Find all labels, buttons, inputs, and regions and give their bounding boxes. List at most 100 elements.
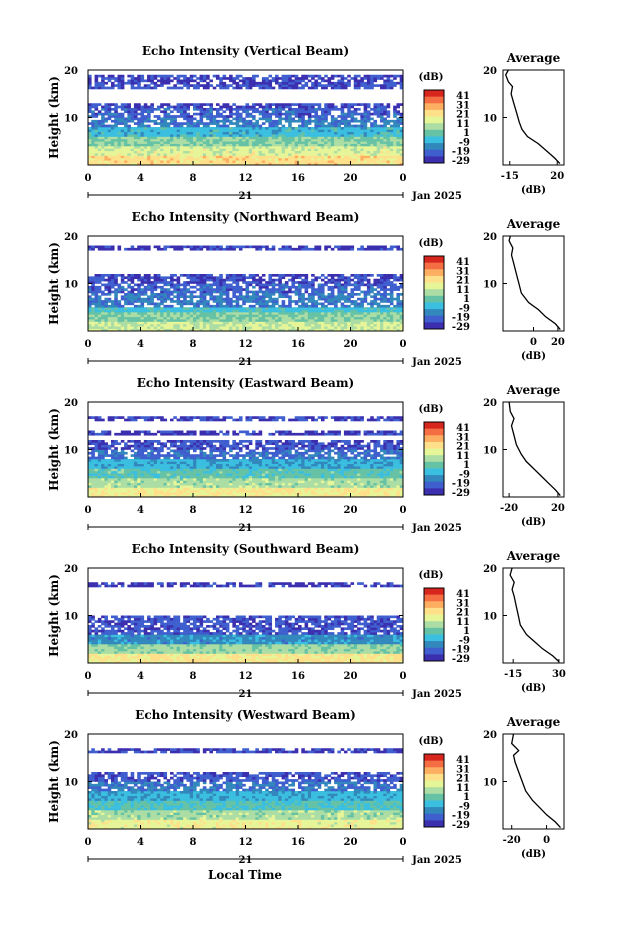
heatmap-cell bbox=[196, 309, 200, 313]
heatmap-cell bbox=[209, 307, 213, 310]
heatmap-cell bbox=[127, 157, 131, 161]
heatmap-cell bbox=[383, 274, 387, 277]
heatmap-cell bbox=[245, 122, 250, 125]
heatmap-cell bbox=[186, 328, 191, 332]
heatmap-cell bbox=[245, 115, 250, 118]
heatmap-cell bbox=[170, 293, 174, 296]
heatmap-cell bbox=[130, 278, 135, 282]
heatmap-cell bbox=[271, 321, 276, 325]
heatmap-cell bbox=[219, 105, 223, 109]
heatmap-cell bbox=[153, 84, 158, 87]
heatmap-cell bbox=[278, 312, 282, 315]
colorbar-swatch bbox=[424, 256, 444, 264]
heatmap-cell bbox=[199, 328, 204, 332]
heatmap-cell bbox=[380, 293, 384, 296]
heatmap-cell bbox=[183, 74, 187, 78]
heatmap-cell bbox=[396, 323, 401, 327]
heatmap-cell bbox=[229, 278, 233, 282]
heatmap-cell bbox=[265, 157, 269, 161]
heatmap-cell bbox=[294, 162, 299, 166]
heatmap-cell bbox=[97, 138, 102, 142]
heatmap-cell bbox=[137, 304, 141, 308]
heatmap-cell bbox=[232, 143, 236, 147]
heatmap-cell bbox=[120, 129, 125, 133]
heatmap-cell bbox=[206, 293, 210, 296]
heatmap-cell bbox=[373, 127, 378, 130]
heatmap-cell bbox=[340, 293, 345, 296]
heatmap-cell bbox=[311, 326, 315, 329]
heatmap-cell bbox=[320, 141, 325, 144]
heatmap-cell bbox=[183, 293, 187, 296]
heatmap-cell bbox=[320, 117, 325, 121]
heatmap-cell bbox=[143, 321, 148, 325]
average-profile-line bbox=[508, 235, 561, 331]
heatmap-cell bbox=[212, 323, 217, 327]
heatmap-cell bbox=[380, 103, 384, 106]
heatmap-cell bbox=[120, 105, 125, 109]
heatmap-cell bbox=[337, 122, 341, 125]
heatmap-cell bbox=[176, 162, 181, 166]
y-tick-label: 20 bbox=[64, 232, 78, 243]
heatmap-cell bbox=[399, 148, 404, 152]
heatmap-cell bbox=[370, 290, 374, 294]
heatmap-cell bbox=[206, 81, 210, 85]
heatmap-cell bbox=[215, 316, 220, 320]
heatmap-cell bbox=[389, 127, 394, 130]
heatmap-cell bbox=[120, 74, 125, 78]
heatmap-cell bbox=[265, 281, 269, 284]
heatmap-cell bbox=[389, 141, 394, 144]
heatmap-cell bbox=[275, 300, 279, 303]
heatmap-cell bbox=[353, 134, 358, 137]
heatmap-cell bbox=[222, 288, 227, 291]
heatmap-cell bbox=[94, 148, 99, 152]
heatmap-cell bbox=[304, 122, 309, 125]
heatmap-cell bbox=[163, 117, 168, 121]
heatmap-cell bbox=[396, 326, 401, 329]
heatmap-cell bbox=[258, 326, 263, 329]
heatmap-cell bbox=[127, 129, 131, 133]
heatmap-cell bbox=[110, 84, 115, 87]
heatmap-cell bbox=[206, 122, 210, 125]
heatmap-cell bbox=[340, 134, 345, 137]
heatmap-cell bbox=[284, 326, 289, 329]
heatmap-cell bbox=[176, 124, 181, 128]
heatmap-cell bbox=[265, 110, 269, 114]
heatmap-cell bbox=[186, 274, 191, 277]
heatmap-cell bbox=[137, 105, 141, 109]
heatmap-cell bbox=[150, 323, 154, 327]
heatmap-cell bbox=[343, 160, 348, 163]
heatmap-cell bbox=[320, 314, 325, 318]
heatmap-cell bbox=[242, 110, 246, 114]
heatmap-cell bbox=[271, 136, 276, 140]
heatmap-cell bbox=[219, 148, 223, 152]
heatmap-cell bbox=[189, 153, 194, 156]
heatmap-cell bbox=[140, 328, 145, 332]
heatmap-cell bbox=[317, 74, 322, 78]
heatmap-cell bbox=[153, 489, 158, 493]
heatmap-cell bbox=[320, 283, 325, 287]
heatmap-cell bbox=[389, 283, 394, 287]
heatmap-cell bbox=[107, 323, 112, 327]
heatmap-cell bbox=[124, 316, 128, 320]
heatmap-cell bbox=[337, 326, 341, 329]
heatmap-cell bbox=[229, 74, 233, 78]
heatmap-cell bbox=[186, 129, 191, 133]
heatmap-cell bbox=[202, 129, 207, 133]
heatmap-cell bbox=[101, 326, 105, 329]
heatmap-cell bbox=[219, 304, 223, 308]
heatmap-cell bbox=[268, 309, 273, 313]
heatmap-cell bbox=[252, 141, 256, 144]
heatmap-cell bbox=[91, 293, 95, 296]
heatmap-cell bbox=[347, 283, 351, 287]
heatmap-cell bbox=[88, 136, 92, 140]
x-tick-label: 8 bbox=[190, 173, 197, 184]
heatmap-cell bbox=[311, 293, 315, 296]
heatmap-cell bbox=[189, 162, 194, 166]
heatmap-cell bbox=[183, 136, 187, 140]
heatmap-cell bbox=[209, 153, 213, 156]
heatmap-cell bbox=[166, 307, 171, 310]
heatmap-cell bbox=[143, 150, 148, 154]
heatmap-cell bbox=[235, 312, 240, 315]
heatmap-cell bbox=[140, 86, 145, 90]
heatmap-cell bbox=[232, 127, 236, 130]
